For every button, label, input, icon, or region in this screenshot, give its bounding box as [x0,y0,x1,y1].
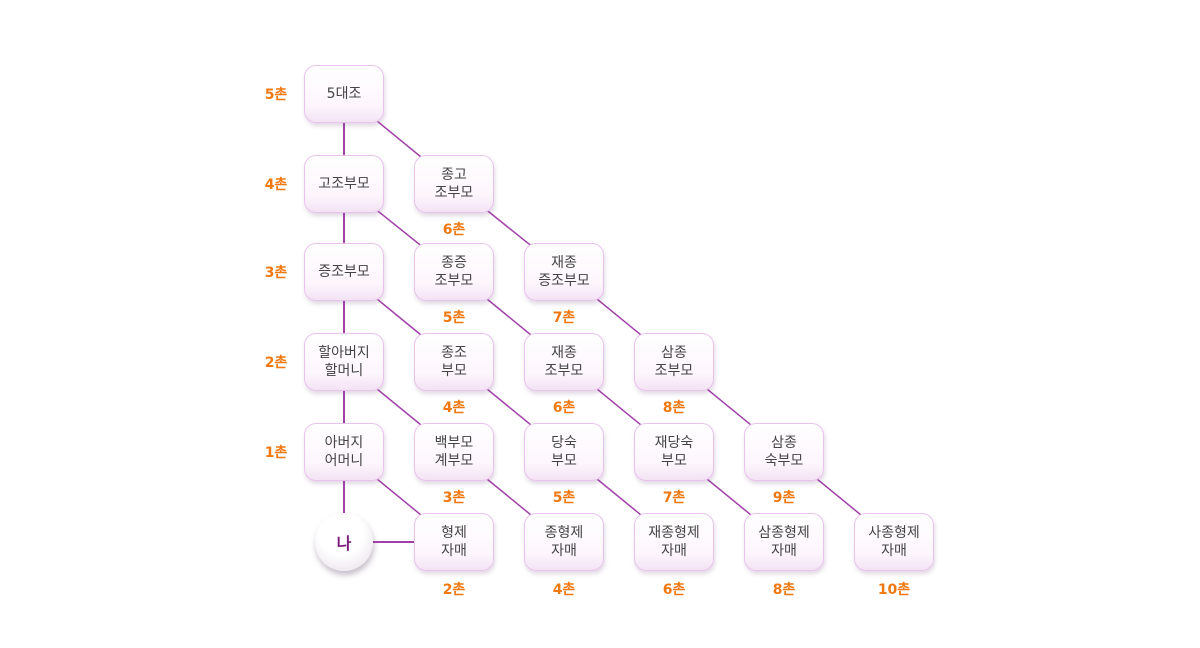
level-label-3: 3촌 [264,265,288,281]
node-text-line: 종조 [441,345,467,361]
node-text-line: 5대조 [326,86,362,102]
node-jeungjobumo: 증조부모 [304,243,384,301]
node-text-line: 할머니 [324,363,364,379]
node-text-line: 종형제 [544,525,584,541]
node-text-line: 사종형제 [868,525,920,541]
level-label-1: 1촌 [264,445,288,461]
level-label-2: 2촌 [264,355,288,371]
degree-label-jaejong-jeung: 7촌 [552,310,576,326]
node-text-line: 종고 [441,167,467,183]
node-text-line: 백부모 [434,435,474,451]
node-text-line: 삼종 [661,345,687,361]
degree-label-baekgye: 3촌 [442,490,466,506]
degree-label-jaejonghyeongje: 6촌 [662,582,686,598]
node-text-line: 삼종 [771,435,797,451]
node-text-line: 형제 [441,525,467,541]
node-text-line: 증조부모 [318,264,370,280]
level-label-4: 4촌 [264,177,288,193]
node-text-line: 고조부모 [318,176,370,192]
degree-label-jongjeung: 5촌 [442,310,466,326]
degree-label-jonggo: 6촌 [442,222,466,238]
node-text-line: 조부모 [434,273,474,289]
node-text-line: 종증 [441,255,467,271]
degree-label-jongjo: 4촌 [442,400,466,416]
level-label-5: 5촌 [264,87,288,103]
degree-label-jonghyeongje: 4촌 [552,582,576,598]
degree-label-dangsuk: 5촌 [552,490,576,506]
node-text-line: 부모 [441,363,467,379]
node-text-line: 계부모 [434,453,474,469]
node-text-line: 재당숙 [654,435,694,451]
node-text-line: 자매 [661,543,687,559]
degree-label-jaedangsuk: 7촌 [662,490,686,506]
degree-label-jaejong-jo: 6촌 [552,400,576,416]
degree-label-samjong-suk: 9촌 [772,490,796,506]
node-text-line: 재종 [551,255,577,271]
node-text-line: 증조부모 [538,273,590,289]
node-text-line: 자매 [551,543,577,559]
node-text-line: 삼종형제 [758,525,810,541]
node-text-line: 자매 [771,543,797,559]
node-text-line: 부모 [661,453,687,469]
self-node: 나 [315,513,373,571]
node-text-line: 어머니 [324,453,364,469]
degree-label-samjong-jo: 8촌 [662,400,686,416]
node-text-line: 자매 [441,543,467,559]
degree-label-samjonghyeongje: 8촌 [772,582,796,598]
node-text-line: 재종 [551,345,577,361]
node-text-line: 할아버지 [318,345,370,361]
node-text-line: 당숙 [551,435,577,451]
node-daejo5: 5대조 [304,65,384,123]
degree-label-sajonghyeongje: 10촌 [877,582,911,598]
node-text-line: 부모 [551,453,577,469]
node-text-line: 자매 [881,543,907,559]
node-text-line: 조부모 [654,363,694,379]
node-text-line: 조부모 [434,185,474,201]
node-text-line: 재종형제 [648,525,700,541]
node-text-line: 숙부모 [764,453,804,469]
node-text-line: 아버지 [324,435,364,451]
node-gojobumo: 고조부모 [304,155,384,213]
node-text-line: 조부모 [544,363,584,379]
degree-label-siblings: 2촌 [442,582,466,598]
